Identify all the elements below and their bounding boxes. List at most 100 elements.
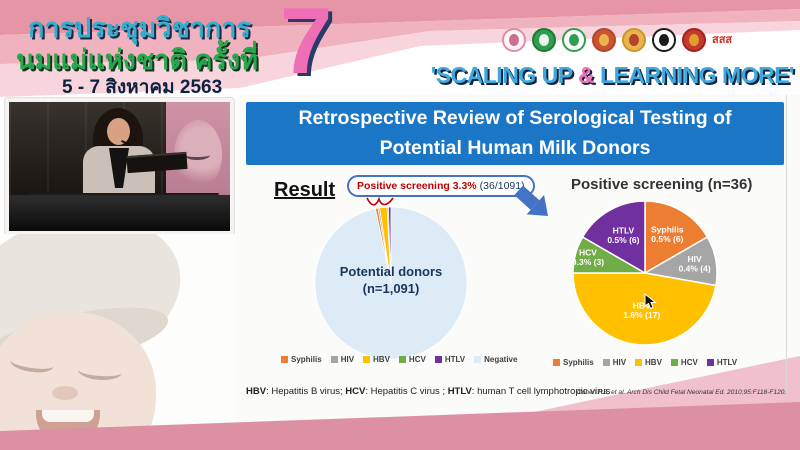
baby-teeth xyxy=(42,410,94,422)
legend-swatch-htlv xyxy=(706,359,714,366)
legend-item-hbv: HBV xyxy=(635,358,662,367)
legend-item-hbv: HBV xyxy=(363,355,390,364)
callout-pointer xyxy=(366,196,394,206)
pie-slice-label-hcv: HCV 0.3% (3) xyxy=(572,248,604,268)
legend-swatch-hbv xyxy=(635,359,643,366)
legend-item-htlv: HTLV xyxy=(706,358,738,367)
slogan-ampersand: & xyxy=(578,62,595,88)
screen-baby-eye xyxy=(184,150,210,160)
legend-label: HBV xyxy=(373,355,390,364)
public-health-logo-core xyxy=(569,34,579,46)
legend-item-hcv: HCV xyxy=(398,355,426,364)
legend-swatch-syphilis xyxy=(553,359,560,366)
legend-swatch-hcv xyxy=(670,359,678,366)
baby-watermark-photo xyxy=(0,234,236,450)
legend-swatch-htlv xyxy=(434,356,442,363)
royal-college-gold-logo-core xyxy=(629,34,639,46)
pie-slice-label-syphilis: Syphilis 0.5% (6) xyxy=(651,224,684,244)
pie-slice-htlv xyxy=(581,200,646,275)
right-pie-title: Positive screening (n=36) xyxy=(571,176,753,193)
slogan-suffix: LEARNING MORE' xyxy=(594,62,794,88)
pie-slice-label-hbv: HBV 1.6% (17) xyxy=(623,300,660,320)
red-emblem-logo-core xyxy=(689,34,699,46)
callout-detail: (36/1091) xyxy=(479,180,525,192)
pie-slice-negative xyxy=(314,206,468,360)
legend-label: Negative xyxy=(484,355,518,364)
legend-item-syphilis: Syphilis xyxy=(553,358,594,367)
conference-title-line1: การประชุมวิชาการ xyxy=(28,13,251,43)
legend-item-htlv: HTLV xyxy=(434,355,466,364)
legend-label: HTLV xyxy=(716,358,738,367)
abbreviation: HBV xyxy=(246,386,267,397)
public-health-logo xyxy=(562,28,586,52)
health-department-logo xyxy=(532,28,556,52)
legend-label: Syphilis xyxy=(291,355,322,364)
abbreviation-footnote: HBV: Hepatitis B virus; HCV: Hepatitis C… xyxy=(246,386,610,397)
baby-nose xyxy=(52,386,78,400)
abbreviation: HTLV xyxy=(447,386,472,397)
slide-right-edge xyxy=(786,95,787,395)
legend-swatch-hcv xyxy=(398,356,406,363)
red-emblem-logo xyxy=(682,28,706,52)
legend-label: HCV xyxy=(408,355,426,364)
legend-swatch-hbv xyxy=(363,356,371,363)
breastfeeding-foundation-logo xyxy=(502,28,526,52)
pie-chart-positive-screening: Syphilis 0.5% (6) HIV 0.4% (4) HBV 1.6% (17) H… xyxy=(572,200,718,346)
video-scene xyxy=(9,102,230,231)
legend-label: HTLV xyxy=(444,355,466,364)
result-label: Result xyxy=(274,179,336,201)
slogan-prefix: 'SCALING UP xyxy=(430,62,579,88)
pie-slice-label-htlv: HTLV 0.5% (6) xyxy=(607,226,639,246)
legend-item-hiv: HIV xyxy=(330,355,355,364)
abbreviation-text: : Hepatitis C virus ; xyxy=(365,386,448,397)
citation: Cohen RS, et al. Arch Dis Child Fetal Ne… xyxy=(577,389,787,396)
abbreviation: HCV xyxy=(345,386,366,397)
legend-label: HCV xyxy=(680,358,698,367)
mouse-cursor-icon xyxy=(644,293,657,310)
left-pie-label-line2: (n=1,091) xyxy=(362,280,420,296)
podium xyxy=(9,195,230,231)
conference-title-line2: นมแม่แห่งชาติ ครั้งที่ xyxy=(16,45,258,75)
pie-chart-potential-donors xyxy=(314,206,468,360)
presenter-shirt xyxy=(109,148,129,188)
presenter-video[interactable] xyxy=(5,98,234,235)
legend-left: Syphilis HIV HBV HCV HTLV Negative xyxy=(281,355,517,364)
thaihealth-logo: สสส xyxy=(712,33,733,46)
callout-highlight: Positive screening 3.3% xyxy=(357,180,477,192)
pie-slice-syphilis xyxy=(644,200,709,275)
black-emblem-logo-core xyxy=(659,34,669,46)
pie-slice-label-hiv: HIV 0.4% (4) xyxy=(679,254,711,274)
legend-swatch-negative xyxy=(474,356,482,363)
royal-college-gold-logo xyxy=(622,28,646,52)
legend-item-hcv: HCV xyxy=(670,358,698,367)
slide-title: Retrospective Review of Serological Test… xyxy=(246,102,784,165)
health-department-logo-core xyxy=(539,34,549,46)
legend-label: HIV xyxy=(612,358,627,367)
pie-slice-hbv xyxy=(572,272,717,346)
university-emblem-red-gold-logo xyxy=(592,28,616,52)
edition-number: 7 xyxy=(280,0,333,93)
university-emblem-red-gold-logo-core xyxy=(599,34,609,46)
abbreviation-text: : human T cell lymphotropic virus xyxy=(471,386,611,397)
legend-label: Syphilis xyxy=(563,358,594,367)
legend-swatch-hiv xyxy=(602,359,610,366)
legend-right: Syphilis HIV HBV HCV HTLV xyxy=(553,358,737,367)
conference-slogan: 'SCALING UP & LEARNING MORE' xyxy=(430,62,795,89)
left-pie-center-label: Potential donors (n=1,091) xyxy=(312,264,470,298)
breastfeeding-foundation-logo-core xyxy=(509,34,519,46)
positive-screening-callout: Positive screening 3.3% (36/1091) xyxy=(347,175,535,197)
legend-item-hiv: HIV xyxy=(602,358,627,367)
legend-label: HBV xyxy=(645,358,662,367)
legend-swatch-syphilis xyxy=(281,356,288,363)
sponsor-logos-row: สสส xyxy=(502,27,732,53)
conference-date: 5 - 7 สิงหาคม 2563 xyxy=(62,77,223,98)
left-pie-label-line1: Potential donors xyxy=(339,264,443,279)
legend-swatch-hiv xyxy=(330,356,338,363)
legend-label: HIV xyxy=(340,355,355,364)
legend-item-syphilis: Syphilis xyxy=(281,355,322,364)
legend-item-negative: Negative xyxy=(474,355,517,364)
black-emblem-logo xyxy=(652,28,676,52)
presenter-face xyxy=(107,118,130,145)
